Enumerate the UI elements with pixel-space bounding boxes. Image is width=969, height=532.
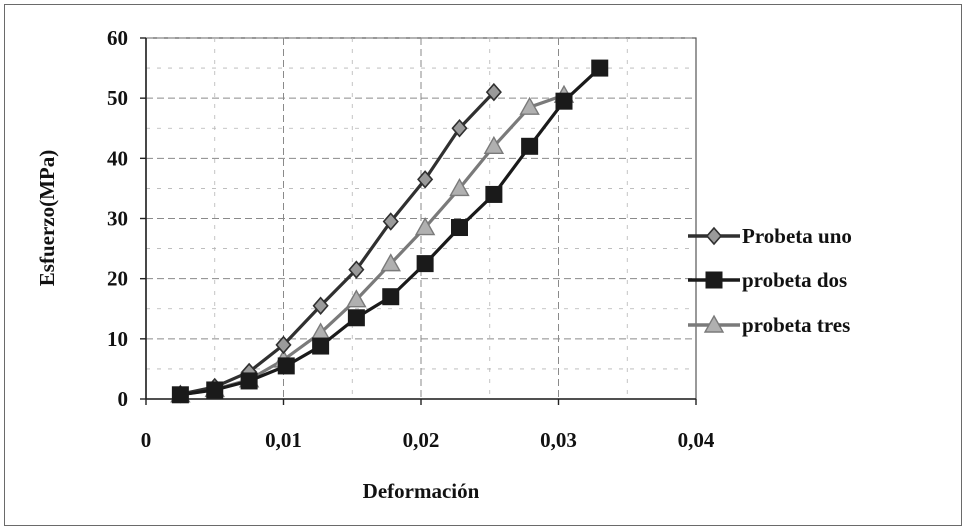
data-point xyxy=(555,92,573,110)
data-point xyxy=(414,217,436,236)
chart-frame xyxy=(4,4,962,526)
data-point xyxy=(521,137,539,155)
data-point xyxy=(277,357,295,375)
data-point xyxy=(380,253,401,272)
legend-marker xyxy=(705,226,723,246)
data-point xyxy=(417,170,434,189)
legend-marker xyxy=(703,314,725,333)
data-point xyxy=(382,288,400,306)
axis-layer: 0 10 20 30 40 50 60 0 0,01 0,02 0,03 0,04 xyxy=(107,26,715,452)
y-axis-title: Esfuerzo(MPa) xyxy=(35,150,59,286)
legend-item: Probeta uno xyxy=(688,224,852,248)
x-tick-label: 0,04 xyxy=(678,428,715,452)
legend-label: Probeta uno xyxy=(742,224,852,248)
series-line xyxy=(180,91,496,396)
data-point xyxy=(348,260,365,279)
x-tick-label: 0,02 xyxy=(403,428,440,452)
y-tick-label: 0 xyxy=(118,387,129,411)
legend-item: probeta tres xyxy=(688,313,850,337)
x-tick-label: 0,01 xyxy=(265,428,302,452)
data-point xyxy=(485,185,503,203)
data-point xyxy=(483,135,505,155)
legend-label: probeta dos xyxy=(742,268,847,292)
legend-label: probeta tres xyxy=(742,313,850,337)
x-axis-title: Deformación xyxy=(363,479,480,503)
data-point xyxy=(451,119,468,138)
legend-item: probeta dos xyxy=(688,268,847,292)
data-point xyxy=(416,255,434,273)
y-tick-label: 60 xyxy=(107,26,128,50)
x-tick-label: 0 xyxy=(141,428,152,452)
data-point xyxy=(312,337,330,355)
data-point xyxy=(519,96,540,115)
y-tick-label: 10 xyxy=(107,327,128,351)
data-point xyxy=(346,289,367,308)
data-point xyxy=(485,82,502,102)
y-tick-label: 20 xyxy=(107,267,128,291)
y-tick-label: 40 xyxy=(107,146,128,170)
y-tick-label: 30 xyxy=(107,207,128,231)
data-point xyxy=(275,335,292,355)
series-1 xyxy=(171,59,609,404)
data-point xyxy=(240,372,258,390)
series-line xyxy=(180,66,601,397)
data-point xyxy=(451,219,468,237)
series-0 xyxy=(172,82,502,404)
x-tick-label: 0,03 xyxy=(540,428,577,452)
data-point xyxy=(347,309,365,327)
data-point xyxy=(206,381,224,399)
legend-marker xyxy=(705,271,723,289)
data-point xyxy=(171,386,189,404)
data-point xyxy=(591,59,609,77)
data-point xyxy=(382,212,399,231)
data-point xyxy=(449,177,470,197)
grid-layer xyxy=(145,37,697,400)
series-layer xyxy=(170,59,609,404)
series-2 xyxy=(170,84,575,403)
data-point xyxy=(312,296,329,315)
legend: Probeta uno probeta dos probeta tres xyxy=(688,224,852,337)
y-tick-label: 50 xyxy=(107,86,128,110)
